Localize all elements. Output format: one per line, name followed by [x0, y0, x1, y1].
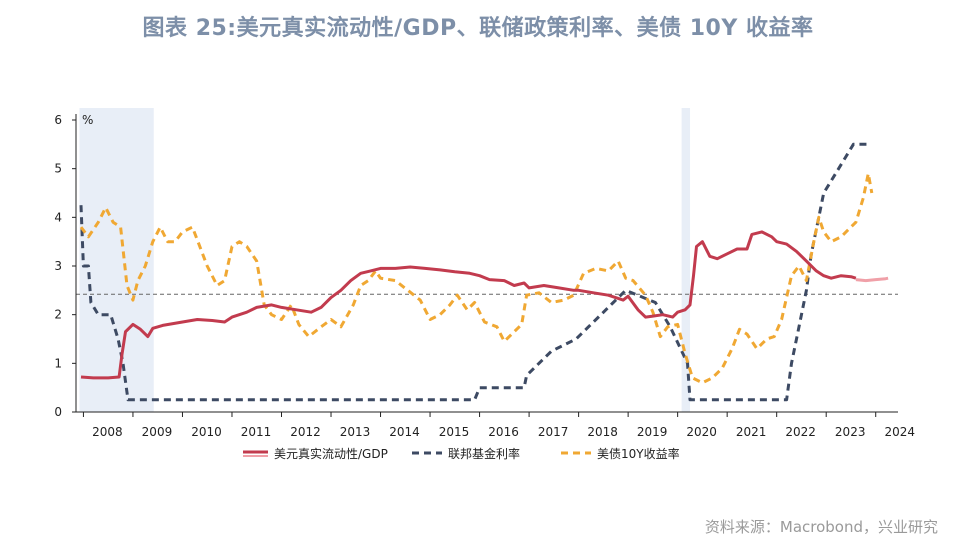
x-tick-label: 2019: [637, 425, 668, 439]
axes: [75, 114, 898, 413]
x-tick-label: 2023: [835, 425, 866, 439]
x-tick-label: 2022: [785, 425, 816, 439]
x-tick-label: 2015: [439, 425, 470, 439]
legend-label-fed: 联邦基金利率: [448, 446, 520, 461]
source-note: 资料来源：Macrobond，兴业研究: [704, 518, 938, 536]
x-tick-label: 2024: [884, 425, 915, 439]
legend-label-liquidity: 美元真实流动性/GDP: [274, 446, 388, 461]
series-liquidity-est-line: [855, 276, 889, 283]
x-ticks: 2008 2009 2010 2011 2012 2013 2014 2015 2016 2017…: [82, 412, 915, 439]
y-ticks: 0 1 2 3 4 5 6: [54, 113, 76, 419]
x-tick-label: 2011: [241, 425, 272, 439]
x-tick-label: 2017: [538, 425, 569, 439]
unit-label: %: [82, 113, 93, 127]
series-group: [79, 142, 889, 402]
recession-shading: [79, 108, 691, 412]
y-tick-label: 5: [54, 162, 62, 176]
recession-band-0: [79, 108, 154, 412]
x-tick-label: 2014: [389, 425, 420, 439]
series-10y-yield-line: [79, 172, 874, 385]
x-tick-label: 2008: [92, 425, 123, 439]
x-tick-label: 2009: [142, 425, 173, 439]
series-fed-funds-line: [79, 142, 869, 402]
y-tick-label: 2: [54, 308, 62, 322]
recession-band-1: [681, 108, 691, 412]
y-tick-label: 3: [54, 259, 62, 273]
x-tick-label: 2012: [290, 425, 321, 439]
x-tick-label: 2020: [686, 425, 717, 439]
y-tick-label: 4: [54, 210, 62, 224]
y-tick-label: 6: [54, 113, 62, 127]
x-tick-label: 2021: [736, 425, 767, 439]
legend-label-yield: 美债10Y收益率: [597, 446, 680, 461]
legend: 美元真实流动性/GDP 联邦基金利率 美债10Y收益率: [243, 446, 680, 461]
y-tick-label: 1: [54, 356, 62, 370]
x-tick-label: 2016: [488, 425, 519, 439]
x-tick-label: 2013: [340, 425, 371, 439]
x-tick-label: 2018: [587, 425, 618, 439]
x-tick-label: 2010: [191, 425, 222, 439]
series-liquidity-line: [80, 230, 857, 380]
chart-title: 图表 25:美元真实流动性/GDP、联储政策利率、美债 10Y 收益率: [142, 16, 814, 41]
y-tick-label: 0: [54, 405, 62, 419]
